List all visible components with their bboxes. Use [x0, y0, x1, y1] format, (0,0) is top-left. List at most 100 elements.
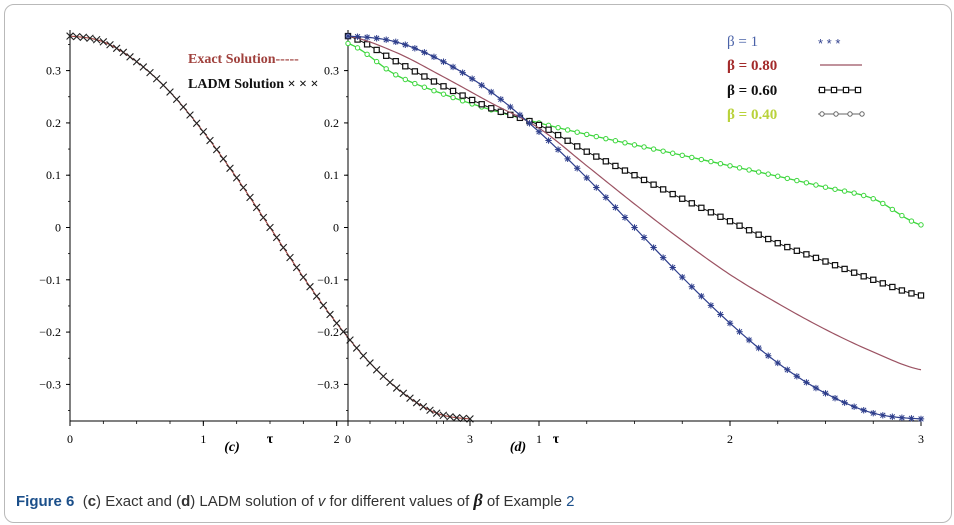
ladm-marker — [226, 164, 234, 173]
legend-ladm-solution: LADM Solution × × × — [188, 77, 319, 92]
beta-1-marker — [726, 320, 734, 327]
panel-c-x-axis-label: τ — [267, 432, 274, 447]
beta-060-marker — [631, 172, 638, 179]
beta-1-marker — [402, 41, 409, 48]
beta-060-marker — [449, 87, 457, 95]
beta-060-marker — [860, 273, 867, 280]
beta-040-marker — [784, 175, 790, 182]
ladm-marker — [219, 155, 228, 163]
beta-040-marker — [861, 192, 867, 199]
ladm-marker — [392, 384, 401, 392]
beta-1-marker — [602, 194, 610, 201]
beta-040-marker — [631, 142, 638, 148]
beta-060-marker — [488, 105, 495, 112]
beta-060-marker — [736, 222, 743, 229]
ladm-marker — [286, 253, 294, 262]
beta-040-marker — [641, 144, 647, 150]
ladm-marker — [312, 292, 321, 300]
caption-beta-symbol: β — [473, 490, 483, 510]
beta-1-marker — [363, 34, 371, 41]
beta-040-line — [347, 42, 922, 226]
beta-040-marker — [708, 158, 714, 165]
beta-040-marker — [603, 135, 609, 142]
beta-060-marker — [650, 181, 657, 188]
panel-c-y-tick-label: 0 — [55, 221, 61, 235]
beta-1-marker — [497, 96, 504, 103]
beta-040-marker — [813, 182, 819, 188]
panel-c-y-tick-label: −0.3 — [39, 377, 61, 391]
ladm-marker — [352, 344, 361, 352]
beta-060-marker — [908, 290, 915, 297]
legend-exact-solution: Exact Solution----- — [188, 52, 299, 67]
beta-1-marker — [440, 58, 447, 65]
beta-060-marker — [554, 131, 562, 139]
panel-c-y-tick-label: −0.2 — [39, 325, 61, 339]
legend-label-3: β = 0.40 — [727, 107, 777, 123]
beta-1-marker — [640, 234, 648, 241]
ladm-marker — [192, 119, 201, 128]
beta-040-marker — [918, 222, 924, 228]
beta-1-marker — [411, 45, 419, 52]
caption-part-c-open: ( — [82, 493, 88, 510]
beta-1-marker — [822, 390, 829, 397]
beta-060-marker — [698, 204, 705, 212]
beta-040-marker — [841, 188, 848, 194]
panel-d-y-tick-label: 0.1 — [324, 168, 339, 182]
beta-060-line — [347, 35, 922, 296]
ladm-marker — [232, 174, 241, 182]
ladm-marker — [246, 193, 254, 202]
beta-060-marker — [679, 195, 686, 202]
ladm-marker — [299, 273, 308, 281]
beta-040-marker — [717, 160, 724, 167]
ladm-marker — [206, 136, 214, 145]
example-link[interactable]: 2 — [566, 493, 575, 510]
panel-c-y-tick-label: 0.1 — [46, 168, 61, 182]
beta-1-marker — [545, 137, 552, 144]
beta-1-marker — [631, 224, 638, 231]
beta-040-marker — [832, 186, 838, 192]
ladm-marker — [332, 319, 341, 327]
ladm-marker — [386, 378, 394, 387]
beta-1-marker — [650, 244, 657, 251]
beta-040-marker — [870, 196, 876, 202]
beta-1-marker — [765, 352, 772, 359]
legend-sample-beta-040-marker — [859, 111, 865, 117]
beta-040-marker — [908, 218, 915, 224]
beta-1-marker — [717, 311, 724, 318]
beta-040-marker — [755, 169, 762, 175]
beta-040-marker — [660, 148, 666, 154]
beta-1-marker — [889, 413, 896, 420]
panel-d-y-tick-label: −0.3 — [317, 377, 339, 391]
beta-1-marker — [564, 155, 571, 163]
beta-1-marker — [468, 75, 476, 82]
panel-c-x-tick-label: 2 — [334, 432, 340, 446]
legend-sample-beta-040-marker — [819, 111, 825, 117]
beta-060-marker — [411, 68, 419, 75]
beta-1-marker — [793, 373, 801, 380]
caption-text-3: for different values of — [325, 493, 474, 510]
beta-060-marker — [898, 287, 906, 294]
beta-1-marker — [612, 204, 619, 211]
legend-sample-beta-060-marker — [818, 86, 826, 94]
beta-1-marker — [583, 174, 590, 182]
beta-1-marker — [478, 82, 485, 89]
beta-060-marker — [755, 231, 762, 238]
beta-060-marker — [564, 137, 571, 144]
legend-sample-beta-1: * * * — [818, 36, 840, 51]
beta-060-marker — [640, 176, 648, 184]
beta-1-marker — [755, 344, 762, 352]
beta-060-marker — [784, 243, 791, 251]
beta-040-marker — [593, 133, 599, 140]
beta-060-marker — [383, 52, 390, 59]
beta-1-marker — [669, 264, 676, 271]
beta-1-markers — [344, 32, 925, 423]
figure-label: Figure 6 — [16, 493, 75, 510]
beta-040-marker — [383, 66, 389, 72]
legend-sample-beta-060-marker — [830, 86, 838, 94]
beta-1-marker — [554, 146, 562, 153]
beta-040-marker — [736, 165, 743, 171]
beta-1-marker — [574, 165, 581, 172]
beta-1-marker — [459, 69, 466, 76]
beta-060-markers — [344, 32, 925, 299]
ladm-marker — [399, 389, 408, 398]
